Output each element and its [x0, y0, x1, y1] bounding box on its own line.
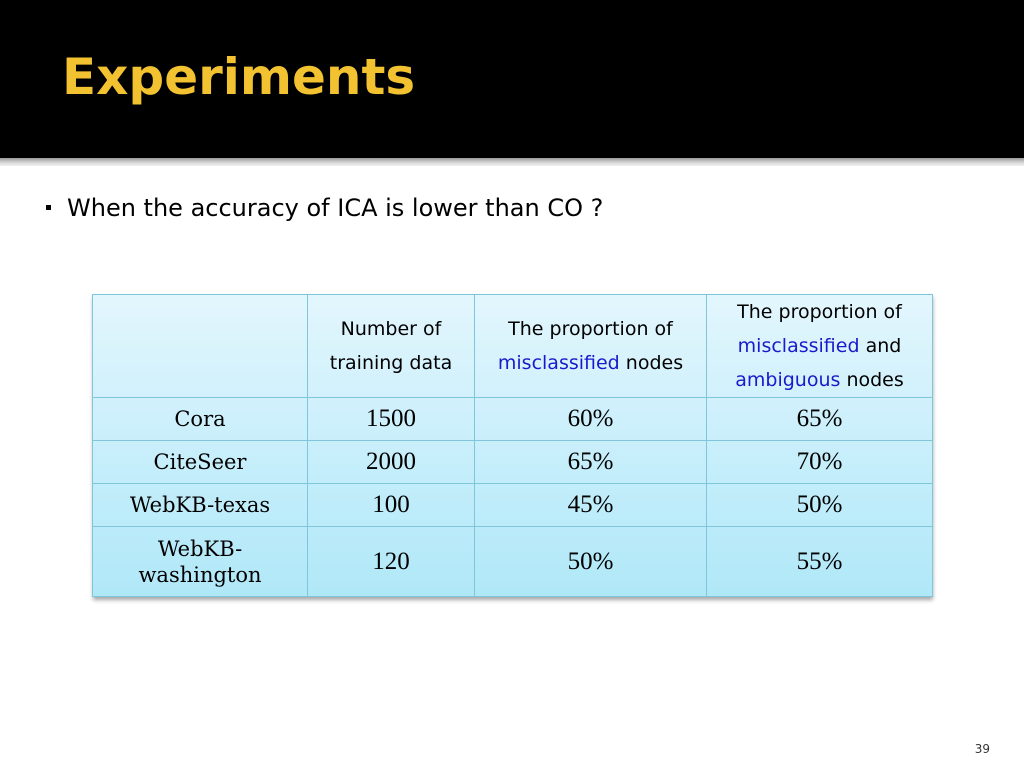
misclassified-value: 45%	[474, 483, 707, 527]
title-divider	[0, 158, 1024, 166]
dataset-name: CiteSeer	[92, 440, 308, 484]
table-header-row: Number of training data The proportion o…	[92, 294, 933, 398]
misclassified-value: 65%	[474, 440, 707, 484]
header-highlight: misclassified	[737, 335, 860, 357]
bullet-text: When the accuracy of ICA is lower than C…	[67, 194, 604, 222]
table-row: CiteSeer 2000 65% 70%	[92, 440, 933, 484]
header-cell-empty	[92, 294, 308, 398]
misclassified-ambiguous-value: 65%	[706, 397, 933, 441]
misclassified-ambiguous-value: 55%	[706, 526, 933, 597]
misclassified-value: 50%	[474, 526, 707, 597]
results-table-container: Number of training data The proportion o…	[92, 294, 933, 597]
header-text: nodes	[619, 352, 684, 374]
training-count: 2000	[307, 440, 475, 484]
dataset-name: WebKB-washington	[92, 526, 308, 597]
bullet-icon	[46, 204, 51, 210]
table-row: WebKB-texas 100 45% 50%	[92, 483, 933, 527]
training-count: 1500	[307, 397, 475, 441]
header-misclassified: The proportion of misclassified nodes	[474, 294, 707, 398]
dataset-name: WebKB-texas	[92, 483, 308, 527]
page-number: 39	[974, 742, 990, 756]
dataset-name: Cora	[92, 397, 308, 441]
header-misclassified-ambiguous: The proportion of misclassified and ambi…	[706, 294, 933, 398]
table-row: Cora 1500 60% 65%	[92, 397, 933, 441]
training-count: 120	[307, 526, 475, 597]
table-row: WebKB-washington 120 50% 55%	[92, 526, 933, 597]
header-highlight: misclassified	[497, 352, 620, 374]
misclassified-value: 60%	[474, 397, 707, 441]
title-bar: Experiments	[0, 0, 1024, 158]
header-text: and	[859, 335, 902, 357]
slide-title: Experiments	[62, 48, 416, 106]
bullet-item: When the accuracy of ICA is lower than C…	[46, 194, 603, 222]
misclassified-ambiguous-value: 70%	[706, 440, 933, 484]
training-count: 100	[307, 483, 475, 527]
header-text: The proportion of	[737, 301, 902, 323]
header-text: nodes	[840, 369, 904, 391]
header-text: The proportion of	[508, 318, 673, 340]
header-training-data: Number of training data	[307, 294, 475, 398]
results-table: Number of training data The proportion o…	[92, 294, 933, 597]
misclassified-ambiguous-value: 50%	[706, 483, 933, 527]
header-highlight: ambiguous	[735, 369, 841, 391]
